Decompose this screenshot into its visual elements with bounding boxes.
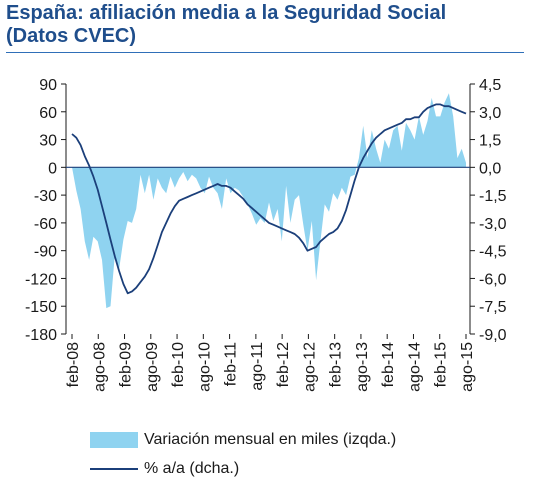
x-axis-tick-label: feb-09 [118, 342, 135, 387]
title-divider [6, 52, 524, 53]
x-axis-tick-label: feb-14 [380, 342, 397, 387]
left-axis-tick-label: -30 [34, 188, 57, 205]
right-axis-tick-label: -9,0 [479, 327, 507, 344]
left-axis-tick-label: -90 [34, 244, 57, 261]
right-axis-tick-label: 0,0 [479, 160, 501, 177]
left-axis-tick-label: 90 [39, 77, 57, 94]
left-axis-tick-label: 0 [48, 160, 57, 177]
x-axis-tick-label: feb-15 [433, 342, 450, 387]
legend-label-line: % a/a (dcha.) [144, 460, 240, 477]
legend-item-area: Variación mensual en miles (izqda.) [90, 428, 396, 452]
x-axis-tick-label: ago-14 [406, 342, 423, 392]
left-axis-tick-label: -150 [25, 299, 57, 316]
left-axis-tick-label: -180 [25, 327, 57, 344]
line-series-layer [71, 103, 467, 295]
area-series-variacion-mensual [72, 93, 466, 309]
left-axis-tick-label: -60 [34, 216, 57, 233]
right-axis-tick-label: -3,0 [479, 216, 507, 233]
x-axis-tick-label: ago-12 [301, 342, 318, 392]
x-axis-tick-label: feb-13 [328, 342, 345, 387]
area-series-layer [72, 93, 466, 309]
right-axis-tick-label: 1,5 [479, 133, 501, 150]
x-axis-tick-label: ago-11 [249, 342, 266, 391]
x-axis-tick-label: feb-10 [170, 342, 187, 387]
chart-title-line2: (Datos CVEC) [6, 25, 137, 47]
left-axis-tick-label: -120 [25, 271, 57, 288]
x-axis-tick-label: ago-10 [196, 342, 213, 392]
left-axis-tick-label: 60 [39, 105, 57, 122]
left-axis-tick-label: 30 [39, 133, 57, 150]
x-axis-tick-label: ago-15 [459, 342, 476, 392]
legend-swatch-area [90, 432, 138, 448]
x-axis-tick-label: ago-09 [144, 342, 161, 392]
chart-legend: Variación mensual en miles (izqda.) % a/… [90, 428, 396, 486]
right-axis-tick-label: -7,5 [479, 299, 507, 316]
legend-item-line: % a/a (dcha.) [90, 457, 396, 481]
right-axis-tick-label: 4,5 [479, 77, 501, 94]
tick-labels-layer: 90 60 30 0 -30 -60 -90 -120 -150 -180 4,5 3,0 1,5 0,0… [25, 77, 507, 392]
x-axis-tick-label: ago-08 [91, 342, 108, 392]
x-axis-tick-label: feb-12 [275, 342, 292, 387]
x-axis-tick-label: feb-11 [223, 342, 240, 386]
axes-layer [61, 83, 475, 339]
legend-swatch-line [90, 468, 138, 470]
right-axis-tick-label: -6,0 [479, 271, 507, 288]
x-axis-tick-label: feb-08 [65, 342, 82, 387]
right-axis-tick-label: 3,0 [479, 105, 501, 122]
right-axis-tick-label: -4,5 [479, 244, 507, 261]
x-axis-tick-label: ago-13 [354, 342, 371, 392]
chart-title-line1: España: afiliación media a la Seguridad … [6, 2, 447, 24]
right-axis-tick-label: -1,5 [479, 188, 507, 205]
legend-label-area: Variación mensual en miles (izqda.) [144, 431, 397, 448]
line-series-pct-aa [71, 103, 467, 295]
chart-plot: 90 60 30 0 -30 -60 -90 -120 -150 -180 4,5 3,0 1,5 0,0… [25, 77, 507, 392]
chart-title: España: afiliación media a la Seguridad … [6, 2, 530, 48]
